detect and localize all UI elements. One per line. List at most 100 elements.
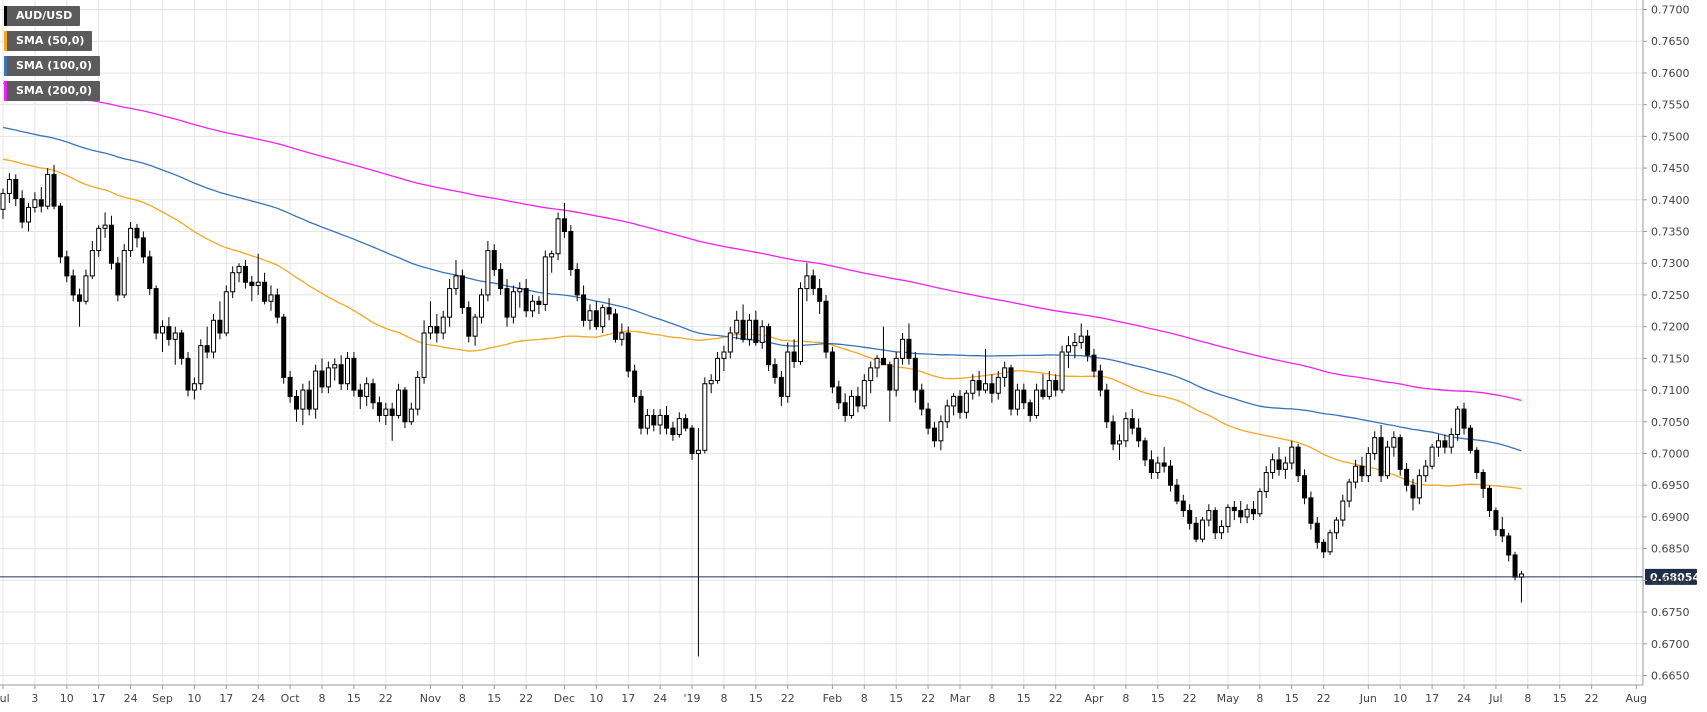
candle-body-down xyxy=(766,326,772,366)
candle-body-up xyxy=(45,173,51,207)
candle-body-up xyxy=(1002,367,1008,378)
legend-symbol[interactable]: AUD/USD xyxy=(4,6,81,26)
x-tick-label: 8 xyxy=(720,692,727,705)
candle xyxy=(1372,431,1378,460)
candle-body-up xyxy=(1372,437,1378,454)
legend-sma100-label: SMA (100,0) xyxy=(16,59,93,72)
candle-body-down xyxy=(1321,541,1327,553)
candle xyxy=(236,263,242,283)
candle-body-up xyxy=(1365,452,1371,477)
x-tick-label: 10 xyxy=(60,692,74,705)
x-tick-label: 10 xyxy=(187,692,201,705)
candle xyxy=(153,285,159,340)
x-tick-label: 17 xyxy=(1425,692,1439,705)
candle-body-down xyxy=(357,389,363,397)
candle xyxy=(1512,551,1518,581)
candle xyxy=(568,225,574,276)
candle xyxy=(651,409,657,432)
candle-body-up xyxy=(172,332,178,340)
y-tick-label: 0.6900 xyxy=(1651,511,1690,524)
x-tick-label: 22 xyxy=(1049,692,1063,705)
x-tick-label: 22 xyxy=(379,692,393,705)
legend-sma100[interactable]: SMA (100,0) xyxy=(4,56,101,76)
candle xyxy=(746,313,752,346)
candle xyxy=(542,250,548,311)
candle-body-up xyxy=(951,395,957,407)
candle xyxy=(772,358,778,384)
candle xyxy=(440,310,446,340)
candle xyxy=(108,215,114,270)
candle xyxy=(963,390,969,419)
candle-body-up xyxy=(746,319,752,340)
candle-body-up xyxy=(427,326,433,334)
legend-sma50[interactable]: SMA (50,0) xyxy=(4,31,93,51)
x-tick-label: 8 xyxy=(988,692,995,705)
candle-body-up xyxy=(1155,462,1161,474)
last-price-tag xyxy=(1645,568,1697,585)
candle xyxy=(1161,447,1167,473)
candle xyxy=(868,361,874,394)
candle-body-down xyxy=(625,332,631,372)
candle xyxy=(612,308,618,343)
candle-body-up xyxy=(1448,433,1454,448)
candle xyxy=(1148,450,1154,479)
candle xyxy=(1225,504,1231,533)
candle xyxy=(715,352,721,384)
candle-body-up xyxy=(1219,525,1225,534)
candle xyxy=(0,188,6,219)
candle xyxy=(989,374,995,403)
candle xyxy=(1378,424,1384,483)
candle xyxy=(600,304,606,333)
y-tick-label: 0.6850 xyxy=(1651,543,1690,556)
x-tick-label: 22 xyxy=(519,692,533,705)
legend-sma200[interactable]: SMA (200,0) xyxy=(4,81,101,101)
candle-body-down xyxy=(1250,508,1256,515)
candle xyxy=(281,313,287,384)
candle xyxy=(1021,383,1027,410)
y-tick-label: 0.7600 xyxy=(1651,67,1690,80)
candle xyxy=(625,326,631,378)
candle-body-down xyxy=(664,414,670,429)
candle xyxy=(1448,428,1454,454)
candle-body-down xyxy=(319,370,325,388)
candle-body-down xyxy=(281,316,287,378)
candle xyxy=(791,339,797,368)
y-tick-label: 0.6750 xyxy=(1651,606,1690,619)
candle-body-up xyxy=(874,357,880,369)
candle-body-up xyxy=(128,227,134,252)
candle-body-up xyxy=(6,178,12,194)
candle xyxy=(1340,494,1346,527)
x-tick-label: 3 xyxy=(31,692,38,705)
candle-body-down xyxy=(772,364,778,378)
candle xyxy=(1423,459,1429,483)
candle xyxy=(1059,345,1065,394)
candle xyxy=(574,263,580,302)
candle-body-down xyxy=(957,395,963,413)
candle-body-up xyxy=(453,275,459,290)
candle xyxy=(1199,516,1205,543)
x-tick-label: Jul xyxy=(1488,692,1502,705)
candle-body-down xyxy=(1040,389,1046,397)
candle xyxy=(957,390,963,419)
candle xyxy=(1097,364,1103,397)
candle-body-up xyxy=(32,199,38,208)
candle-body-down xyxy=(77,294,83,302)
candle xyxy=(683,414,689,432)
x-tick-label: 10 xyxy=(589,692,603,705)
candle-body-down xyxy=(683,418,689,429)
candle xyxy=(1219,520,1225,540)
candle xyxy=(338,355,344,391)
candle-body-down xyxy=(817,288,823,302)
candle-body-down xyxy=(1110,421,1116,445)
candle-body-down xyxy=(504,288,510,318)
x-tick-label: 24 xyxy=(653,692,667,705)
candle xyxy=(1231,501,1237,521)
x-tick-label: Jun xyxy=(1359,692,1377,705)
candle xyxy=(421,320,427,384)
candle xyxy=(83,269,89,305)
candle xyxy=(1474,447,1480,479)
x-tick-label: 24 xyxy=(1457,692,1471,705)
candle xyxy=(638,390,644,435)
candle-body-down xyxy=(147,256,153,290)
candle-body-down xyxy=(1008,367,1014,410)
